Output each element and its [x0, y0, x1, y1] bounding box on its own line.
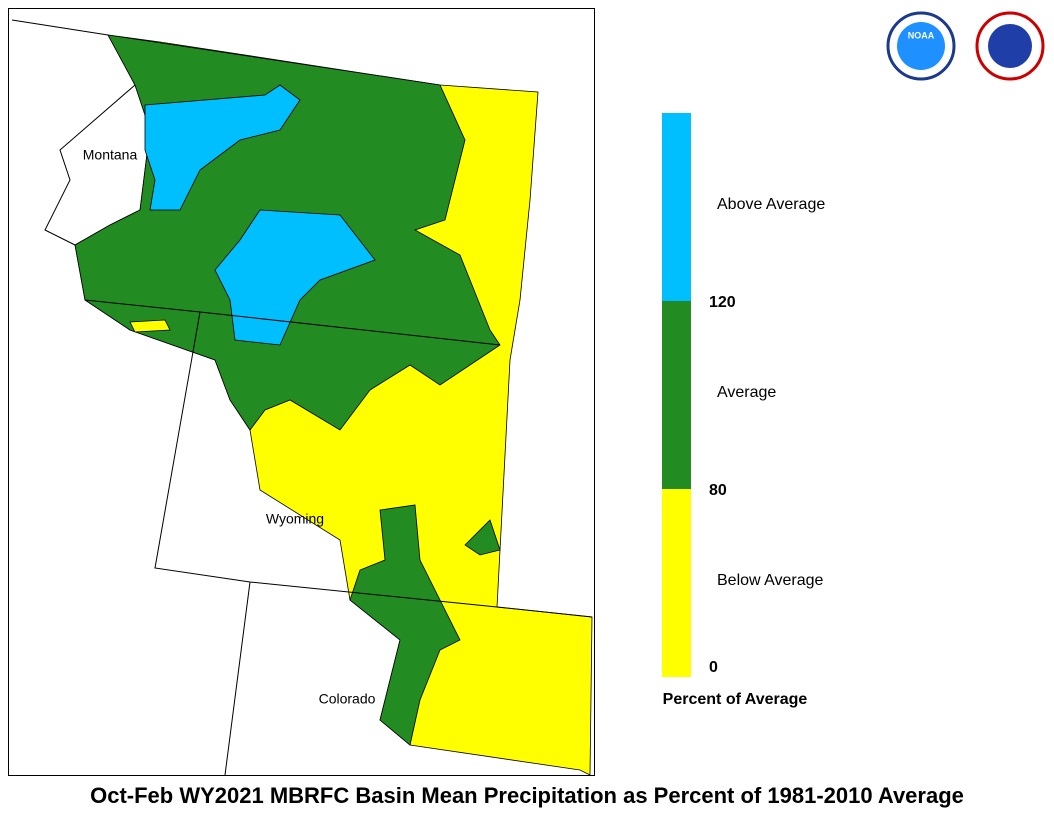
logos: NOAA: [886, 11, 1045, 81]
noaa-text: NOAA: [908, 30, 935, 40]
legend-label: Above Average: [717, 196, 825, 213]
basin-average: [464, 519, 501, 556]
legend-swatch: [662, 489, 691, 677]
basin-above: [144, 84, 301, 211]
legend-tick: 80: [709, 482, 727, 499]
basin-above: [214, 209, 376, 346]
legend-label: Below Average: [717, 572, 824, 589]
legend-tick: 120: [709, 294, 736, 311]
legend-swatch: [662, 113, 691, 301]
state-label: Colorado: [319, 691, 376, 707]
legend-tick: 0: [709, 659, 718, 676]
nws-logo-inner: [988, 24, 1032, 68]
map: [11, 19, 593, 776]
state-label: Wyoming: [266, 511, 324, 527]
state-label: Montana: [83, 147, 138, 163]
legend: Below Average Average Above Average 0 80 120: [662, 113, 825, 677]
state-line: [11, 19, 593, 776]
noaa-logo-inner: [897, 22, 945, 70]
basin-below: [129, 319, 171, 333]
map-title: Oct-Feb WY2021 MBRFC Basin Mean Precipit…: [90, 783, 964, 808]
legend-label: Average: [717, 384, 776, 401]
legend-swatch: [662, 301, 691, 489]
legend-title: Percent of Average: [663, 691, 808, 708]
basin-average: [349, 504, 461, 746]
